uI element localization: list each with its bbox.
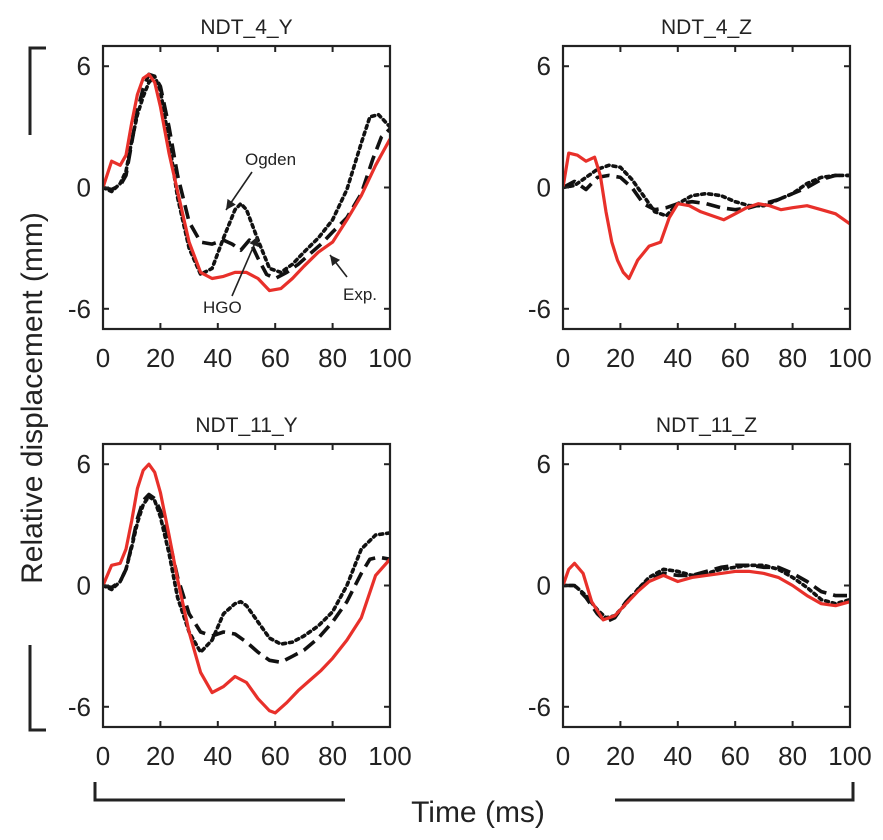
x-tick-label: 0 [96,741,110,771]
panel-ndt-11-y: NDT_11_Y0 20 40 60 80 100-606 [68,414,412,771]
series-line-hgo [563,173,850,212]
panel-title: NDT_11_Y [195,414,297,437]
annotation-exp: Exp. [329,254,377,304]
x-tick-label: 80 [778,741,807,771]
y-tick-label: -6 [528,294,551,324]
y-tick-label: 0 [77,173,91,203]
y-tick-label: 6 [77,51,91,81]
panel-title: NDT_4_Z [661,16,752,39]
x-tick-label: 100 [368,741,411,771]
series-group [563,151,850,281]
series-line-ogden [563,563,850,620]
y-axis-title: Relative displacement (mm) [16,212,49,584]
y-tick-label: 6 [537,51,551,81]
y-tick-label: 6 [77,449,91,479]
series-line-hgo [103,72,390,281]
plot-frame [561,44,852,331]
x-tick-label: 60 [261,741,290,771]
y-tick-label: 6 [537,449,551,479]
series-line-exp [103,72,390,293]
annotation-arrow-line [231,235,259,297]
x-tick-label: 80 [318,343,347,373]
annotation-label: Ogden [245,150,296,169]
panel-title: NDT_11_Z [656,414,757,437]
x-tick-label: 0 [556,343,570,373]
y-tick-label: 0 [77,571,91,601]
x-tick-label: 20 [146,741,175,771]
series-group [103,462,390,715]
x-tick-label: 100 [828,741,871,771]
x-tick-label: 40 [203,741,232,771]
series-line-exp [563,151,850,281]
y-tick-label: 0 [537,571,551,601]
x-tick-label: 0 [556,741,570,771]
x-tick-label: 80 [318,741,347,771]
annotation-ogden: Ogden [225,150,296,211]
x-tick-label: 20 [606,741,635,771]
y-tick-label: 0 [537,173,551,203]
series-line-exp [103,462,390,715]
x-axis-title: Time (ms) [411,796,545,829]
y-axis-title-group: Relative displacement (mm) [14,46,49,732]
annotation-hgo: HGO [203,235,259,317]
y-tick-label: -6 [68,294,91,324]
x-tick-label: 60 [721,343,750,373]
x-tick-label: 40 [663,741,692,771]
x-tick-label: 0 [96,343,110,373]
x-tick-label: 60 [721,741,750,771]
x-tick-label: 60 [261,343,290,373]
panel-title: NDT_4_Y [200,16,292,39]
y-tick-label: -6 [528,692,551,722]
y-tick-label: -6 [68,692,91,722]
series-line-hgo [103,492,390,665]
x-tick-label: 20 [146,343,175,373]
x-tick-label: 40 [203,343,232,373]
annotation-arrow-head [249,236,259,248]
annotation-arrow-head [330,255,341,266]
annotation-label: Exp. [343,285,377,304]
panel-ndt-11-z: NDT_11_Z0 20 40 60 80 100-606 [528,414,872,771]
x-tick-label: 20 [606,343,635,373]
x-tick-label: 40 [663,343,692,373]
x-tick-label: 100 [368,343,411,373]
annotation-arrow-head [226,198,236,210]
x-tick-label: 100 [828,343,871,373]
x-tick-label: 80 [778,343,807,373]
series-line-exp [563,561,850,622]
panels-layer: NDT_4_Y0 20 40 60 80 100-606OgdenHGOExp.NDT_4… [68,16,872,771]
series-group [103,72,390,293]
annotation-label: HGO [203,298,242,317]
panel-ndt-4-z: NDT_4_Z0 20 40 60 80 100-606 [528,16,872,373]
x-axis-title-group: Time (ms) [93,782,855,829]
series-line-ogden [103,494,390,654]
series-group [563,561,850,624]
